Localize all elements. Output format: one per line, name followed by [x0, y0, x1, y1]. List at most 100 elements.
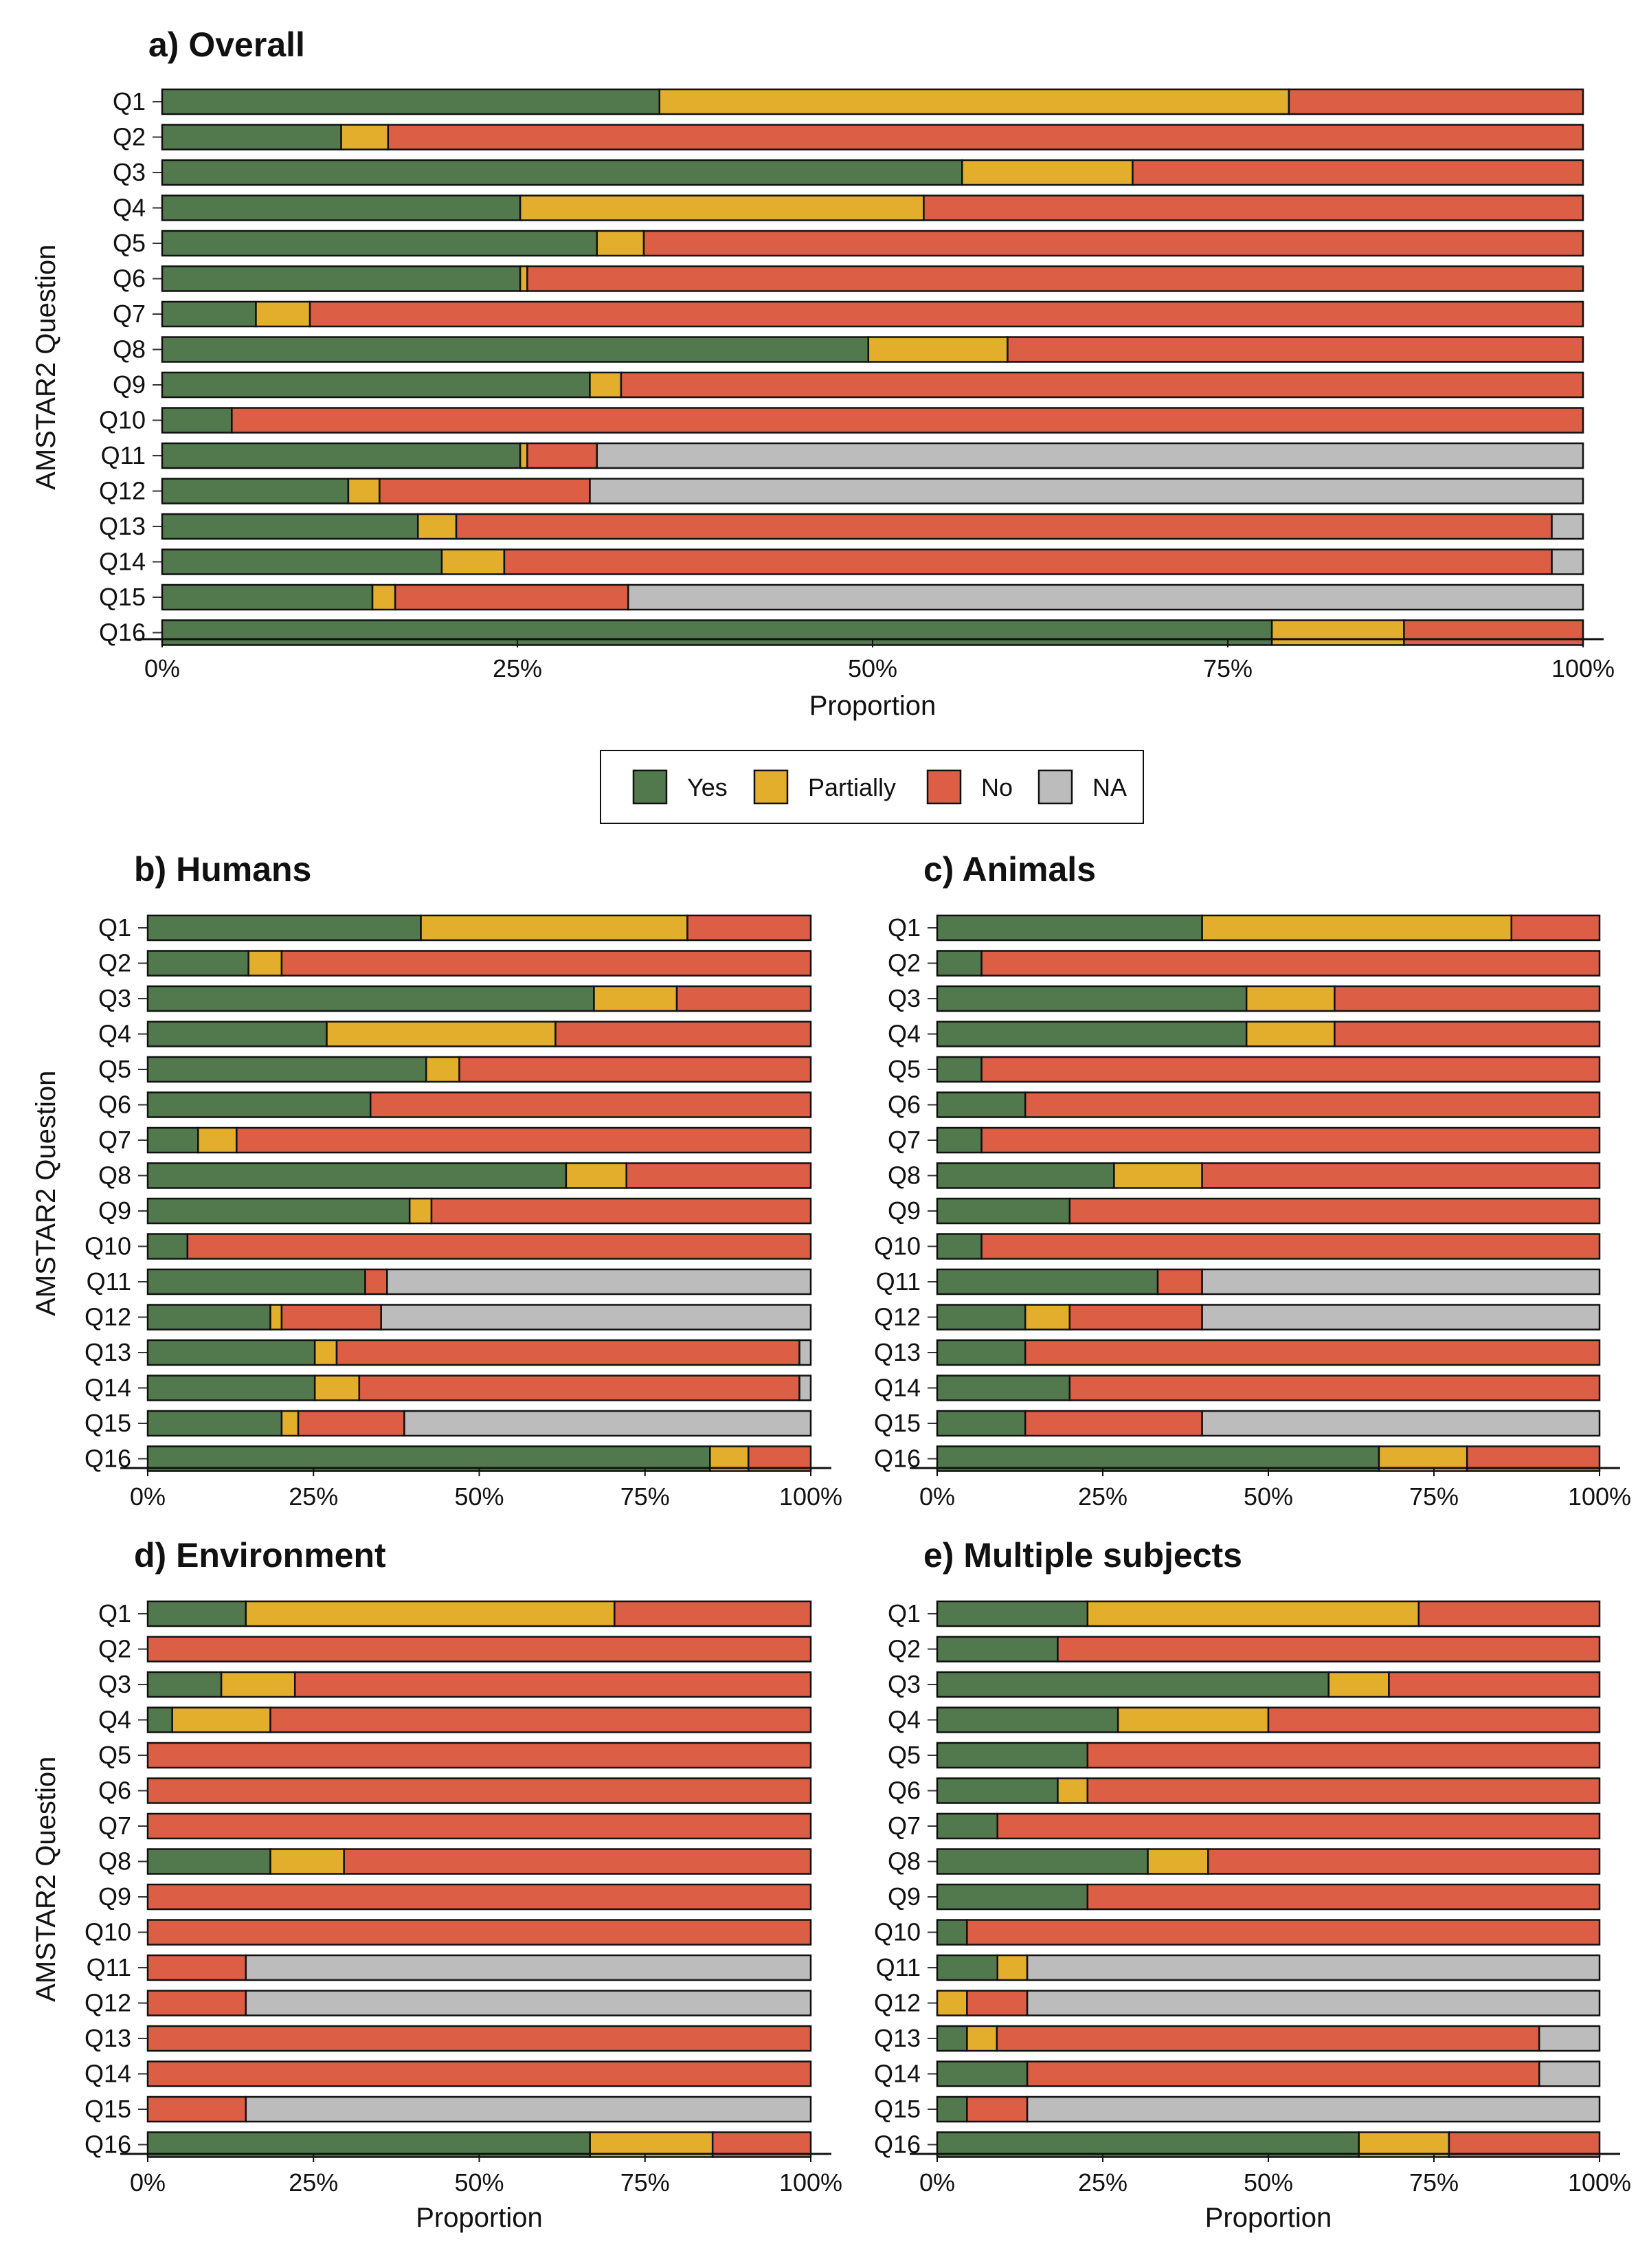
bar-segment-no [554, 1021, 812, 1047]
bar-segment-no [1024, 1091, 1601, 1118]
bar-row-q11: Q11 [101, 441, 1584, 469]
bar-row-q8: Q8 [98, 1161, 812, 1190]
x-tick-label: 25% [289, 1482, 338, 1511]
bar-segment-partially [1245, 985, 1336, 1012]
category-label: Q6 [98, 1091, 131, 1119]
category-label: Q6 [98, 1777, 131, 1805]
legend-swatch [1037, 769, 1073, 805]
bar-segment-partially [1057, 1777, 1089, 1804]
bar-row-q4: Q4 [98, 1706, 812, 1734]
category-label: Q3 [98, 1670, 131, 1698]
category-label: Q2 [888, 1635, 921, 1663]
bar-segment-na [1551, 513, 1584, 540]
bar-segment-no [364, 1268, 388, 1296]
bar-segment-na [380, 1304, 812, 1331]
bar-segment-na [589, 478, 1584, 504]
category-label: Q13 [99, 512, 146, 540]
bar-segment-no [1207, 1848, 1601, 1875]
bar-row-q5: Q5 [888, 1055, 1601, 1083]
category-label: Q4 [98, 1020, 131, 1048]
bar-segment-partially [658, 88, 1290, 115]
bar-row-q14: Q14 [874, 1374, 1601, 1402]
category-label: Q7 [113, 300, 146, 328]
bar-segment-partially [420, 914, 688, 942]
category-label: Q10 [85, 1918, 131, 1946]
bar-segment-partially [245, 1600, 616, 1627]
bar-segment-yes [146, 1600, 247, 1627]
bar-segment-partially [961, 159, 1134, 186]
bar-row-q3: Q3 [113, 158, 1584, 186]
category-label: Q11 [101, 441, 146, 469]
bar-segment-no [186, 1233, 812, 1260]
bar-row-q13: Q13 [85, 2024, 812, 2052]
bar-segment-partially [440, 548, 506, 575]
category-label: Q10 [874, 1232, 921, 1260]
category-label: Q8 [888, 1847, 921, 1876]
bar-row-q1: Q1 [113, 87, 1584, 115]
bar-segment-no [358, 1375, 800, 1401]
bar-row-q5: Q5 [113, 229, 1584, 257]
bar-segment-yes [146, 1848, 271, 1875]
bar-segment-no [642, 230, 1584, 257]
category-label: Q7 [98, 1812, 131, 1840]
legend-item-yes: Yes [632, 769, 728, 805]
bar-row-q7: Q7 [888, 1812, 1601, 1840]
legend-swatch [753, 769, 789, 805]
bar-segment-no [146, 1919, 812, 1946]
bar-segment-no [1403, 619, 1584, 646]
bar-segment-na [245, 2095, 812, 2123]
bar-segment-partially [1117, 1706, 1270, 1733]
bar-segment-partially [519, 194, 925, 221]
bar-segment-no [614, 1600, 812, 1627]
bar-segment-partially [269, 1304, 283, 1331]
bar-segment-no [625, 1162, 812, 1189]
bar-segment-partially [425, 1056, 460, 1083]
x-tick-label: 50% [1244, 2168, 1293, 2197]
bar-segment-yes [146, 914, 422, 942]
bar-segment-no [675, 985, 812, 1012]
bar-row-q7: Q7 [888, 1126, 1601, 1154]
bar-row-q12: Q12 [85, 1989, 812, 2017]
bar-segment-partially [1086, 1600, 1420, 1627]
bar-segment-no [1007, 336, 1584, 363]
x-tick-label: 25% [493, 654, 542, 682]
bar-segment-partially [1113, 1162, 1203, 1189]
category-label: Q12 [874, 1989, 921, 2017]
x-tick-label: 100% [1568, 1482, 1631, 1511]
x-tick-label: 75% [1409, 2168, 1459, 2197]
category-label: Q14 [874, 1374, 921, 1402]
bar-segment-no [966, 2095, 1029, 2123]
bar-segment-no [146, 1883, 812, 1911]
category-label: Q12 [85, 1989, 131, 2017]
chart-panels: a) Overall AMSTAR2 Question Q1 Q2 Q3 Q4 Q5 Q6 Q7… [31, 25, 1631, 2233]
bar-segment-no [980, 1233, 1601, 1260]
category-label: Q6 [888, 1777, 921, 1805]
category-label: Q5 [888, 1055, 921, 1083]
bar-row-q8: Q8 [888, 1161, 1601, 1190]
category-label: Q3 [98, 984, 131, 1012]
category-label: Q2 [98, 1635, 131, 1663]
category-label: Q9 [888, 1197, 921, 1225]
bar-segment-na [1538, 2060, 1601, 2087]
y-axis-title: AMSTAR2 Question [31, 245, 61, 490]
bar-row-q6: Q6 [888, 1091, 1601, 1119]
bar-segment-na [386, 1268, 812, 1296]
bar-segment-na [1201, 1410, 1601, 1437]
category-label: Q14 [874, 2060, 921, 2088]
bar-row-q5: Q5 [888, 1741, 1601, 1769]
category-label: Q10 [85, 1232, 131, 1260]
legend-item-partially: Partially [753, 769, 896, 805]
category-label: Q8 [888, 1161, 921, 1190]
bar-segment-partially [1147, 1848, 1209, 1875]
bar-segment-partially [255, 300, 311, 328]
bar-row-q4: Q4 [888, 1706, 1601, 1734]
bar-row-q3: Q3 [888, 984, 1601, 1012]
bar-segment-no [1026, 2060, 1540, 2087]
bar-segment-partially [416, 513, 458, 540]
bar-segment-yes [146, 1339, 316, 1366]
legend-item-na: NA [1037, 769, 1127, 805]
category-label: Q3 [113, 158, 146, 186]
bar-row-q2: Q2 [888, 1635, 1601, 1663]
category-label: Q11 [87, 1267, 131, 1296]
